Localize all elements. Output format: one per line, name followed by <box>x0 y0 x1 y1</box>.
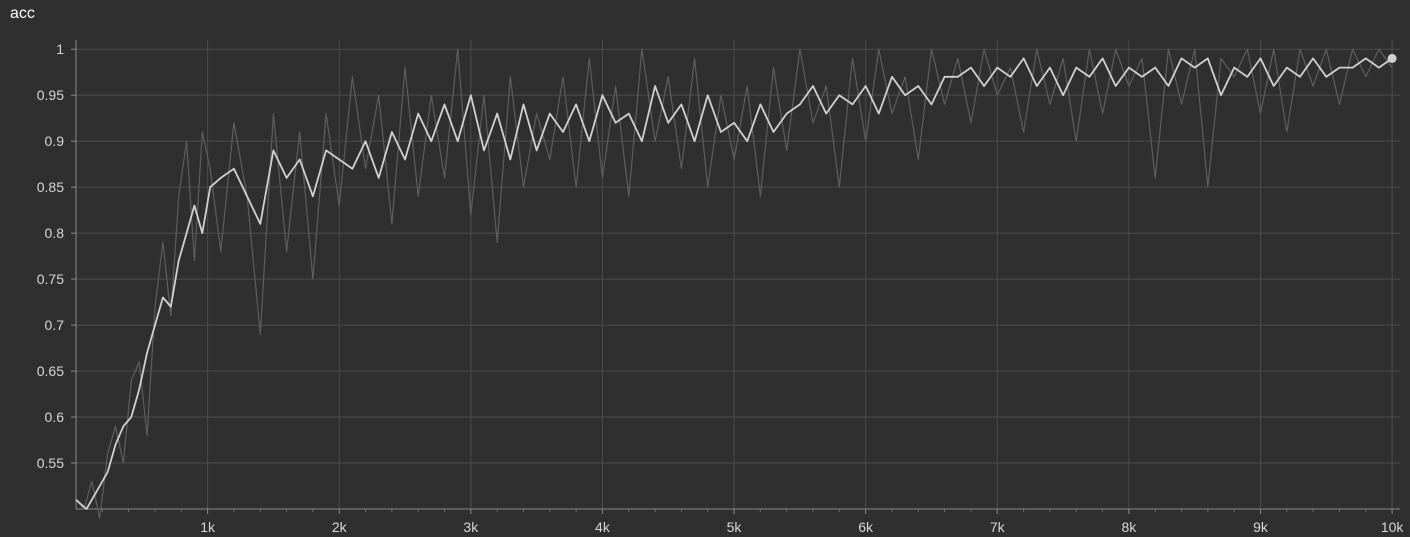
y-tick-label: 0.9 <box>45 133 65 149</box>
x-tick-label: 1k <box>200 519 216 535</box>
y-tick-label: 1 <box>56 41 64 57</box>
x-tick-label: 4k <box>595 519 611 535</box>
y-tick-label: 0.7 <box>45 317 65 333</box>
y-tick-label: 0.6 <box>45 409 65 425</box>
x-tick-label: 6k <box>858 519 874 535</box>
x-tick-label: 5k <box>727 519 743 535</box>
series-layer <box>75 48 1397 519</box>
x-tick-label: 8k <box>1121 519 1137 535</box>
last-point-marker[interactable] <box>1387 53 1397 63</box>
x-tick-label: 3k <box>463 519 479 535</box>
y-tick-label: 0.75 <box>37 271 64 287</box>
axis-layer <box>71 40 1400 514</box>
x-tick-label: 10k <box>1381 519 1405 535</box>
y-tick-label: 0.55 <box>37 455 64 471</box>
x-tick-label: 2k <box>332 519 348 535</box>
grid-layer <box>76 40 1400 509</box>
y-tick-label: 0.85 <box>37 179 64 195</box>
y-tick-label: 0.95 <box>37 87 64 103</box>
chart-title: acc <box>10 5 35 22</box>
x-tick-label: 9k <box>1253 519 1269 535</box>
smoothed-series-line <box>75 57 1393 510</box>
y-tick-label: 0.8 <box>45 225 65 241</box>
x-tick-label: 7k <box>990 519 1006 535</box>
tick-label-layer: 0.55 0.6 0.65 0.7 0.75 0.8 0.85 0.9 0.95 1 1k 2k 3k 4… <box>37 41 1405 535</box>
raw-series-line <box>75 48 1393 519</box>
y-tick-label: 0.65 <box>37 363 64 379</box>
